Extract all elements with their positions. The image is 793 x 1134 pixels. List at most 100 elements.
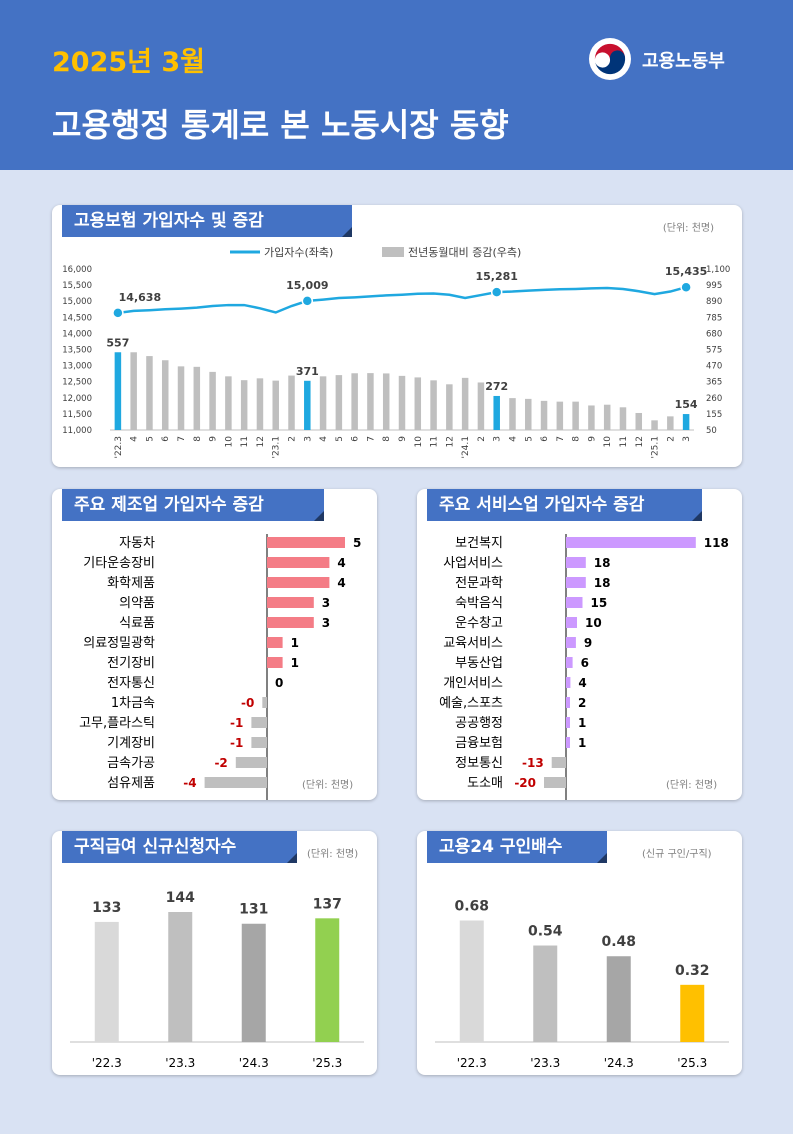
category-label: 의약품 [119,596,155,611]
bar-data-label: -1 [230,736,243,750]
bar-mark [204,777,267,788]
y-left-tick: 16,000 [62,265,92,275]
y-left-tick: 13,000 [62,362,92,372]
x-tick-label: 8 [382,436,392,442]
bar-data-label: 272 [485,380,508,393]
bar-data-label: 18 [594,556,611,570]
bar-mark [566,557,586,568]
bar-mark [459,920,484,1042]
x-tick-label: 4 [319,436,329,442]
bar-data-label: 0 [275,676,283,690]
ministry-name: 고용노동부 [642,51,725,72]
bar-mark [651,420,658,430]
bar-mark [256,378,264,430]
line-marker [301,295,314,307]
category-label: 교육서비스 [443,636,503,651]
bar-data-label: 0.48 [601,934,636,950]
bar-mark [680,984,705,1042]
bar-data-label: 144 [166,890,195,906]
legend-line-label: 가입자수(좌축) [264,246,333,259]
bar-mark [267,657,283,668]
bar-data-label: 1 [578,716,586,730]
x-tick-label: 11 [619,436,629,447]
bar-data-label: 5 [353,536,361,550]
category-label: 고무,플라스틱 [79,716,155,731]
line-series [117,285,687,315]
bar-mark [667,416,674,430]
x-tick-label: 6 [540,436,550,442]
jobseeking-panel: 구직급여 신규신청자수 (단위: 천명) 133 '22.3 144 '23.3 131… [52,831,377,1075]
insurance-chart: 가입자수(좌축) 전년동월대비 증감(우측) 16,000 15,500 15,000 1… [62,246,730,459]
ratio-chart: 0.68 '22.3 0.54 '23.3 0.48 '24.3 0.32 '25.3 [435,899,729,1070]
bar-mark [335,375,343,430]
bar-mark [566,717,570,728]
x-tick-label: 4 [508,436,518,442]
bar-mark [193,366,201,430]
x-tick-label: 12 [256,436,266,447]
y-left-tick: 13,500 [62,346,92,356]
bar-mark [288,375,295,430]
bar-mark [430,380,437,430]
x-tick-label: 3 [493,436,503,442]
y-right-tick: 50 [706,426,717,436]
x-tick-label: 2 [288,436,298,442]
bar-data-label: 6 [581,656,589,670]
bar-mark [606,956,631,1042]
bar-mark [241,923,266,1042]
line-marker [112,307,124,319]
x-tick-label: 7 [556,436,566,442]
x-tick-label: 2 [477,436,487,442]
bar-mark [382,373,390,430]
services-unit: (단위: 천명) [666,780,718,791]
bar-data-label: 4 [337,556,345,570]
insurance-panel: 고용보험 가입자수 및 증감 (단위: 천명) 가입자수(좌축) 전년동월대비 증… [52,205,742,467]
bar-data-label: -20 [514,776,536,790]
bar-mark [566,537,696,548]
insurance-unit: (단위: 천명) [662,223,714,234]
y-right-tick: 680 [706,329,722,339]
insurance-title: 고용보험 가입자수 및 증감 [62,205,352,237]
category-label: 섬유제품 [107,776,155,791]
line-data-label: 15,009 [286,279,328,292]
category-label: 화학제품 [107,576,155,591]
bar-mark [566,677,571,688]
bar-mark [367,373,374,430]
category-label: 기계장비 [107,736,155,751]
y-left-tick: 15,500 [62,281,92,291]
bar-mark [267,557,330,568]
y-left-tick: 14,000 [62,329,92,339]
manufacturing-unit: (단위: 천명) [302,780,354,791]
x-tick-label: 8 [572,436,582,442]
services-chart: 보건복지 118 사업서비스 18 전문과학 18 숙박음식 15 운수창고 10 교육서비스 9 부동… [439,534,729,800]
jobseeking-unit: (단위: 천명) [307,849,359,860]
category-label: 식료품 [119,616,155,631]
bar-data-label: 1 [291,656,299,670]
taegeuk-emblem-icon [589,38,631,80]
category-label: 기타운송장비 [83,556,155,571]
y-right-tick: 890 [706,297,722,307]
category-label: 사업서비스 [443,556,503,571]
category-label: 의료정밀광학 [83,636,155,651]
x-tick-label: 11 [240,436,250,447]
bar-mark [566,657,573,668]
report-date: 2025년 3월 [52,47,206,78]
services-panel: 주요 서비스업 가입자수 증감 (단위: 천명) 보건복지 118 사업서비스 18 전… [417,489,742,800]
bar-mark [225,376,232,430]
bar-data-label: 3 [322,596,330,610]
y-left-tick: 12,000 [62,394,92,404]
bar-data-label: -13 [522,756,544,770]
bar-mark [168,912,193,1042]
bar-data-label: 9 [584,636,592,650]
line-data-label: 14,638 [119,291,161,304]
bar-mark [262,697,267,708]
x-tick-label: '23.1 [272,436,282,459]
x-tick-label: 9 [587,436,597,442]
bar-mark [635,412,643,430]
ratio-title: 고용24 구인배수 [427,831,607,863]
x-tick-label: 12 [445,436,455,447]
x-tick-label: 3 [682,436,692,442]
line-marker [680,281,692,293]
services-title: 주요 서비스업 가입자수 증감 [427,489,702,521]
ministry-logo: 고용노동부 [588,37,748,81]
bar-mark [446,384,453,430]
